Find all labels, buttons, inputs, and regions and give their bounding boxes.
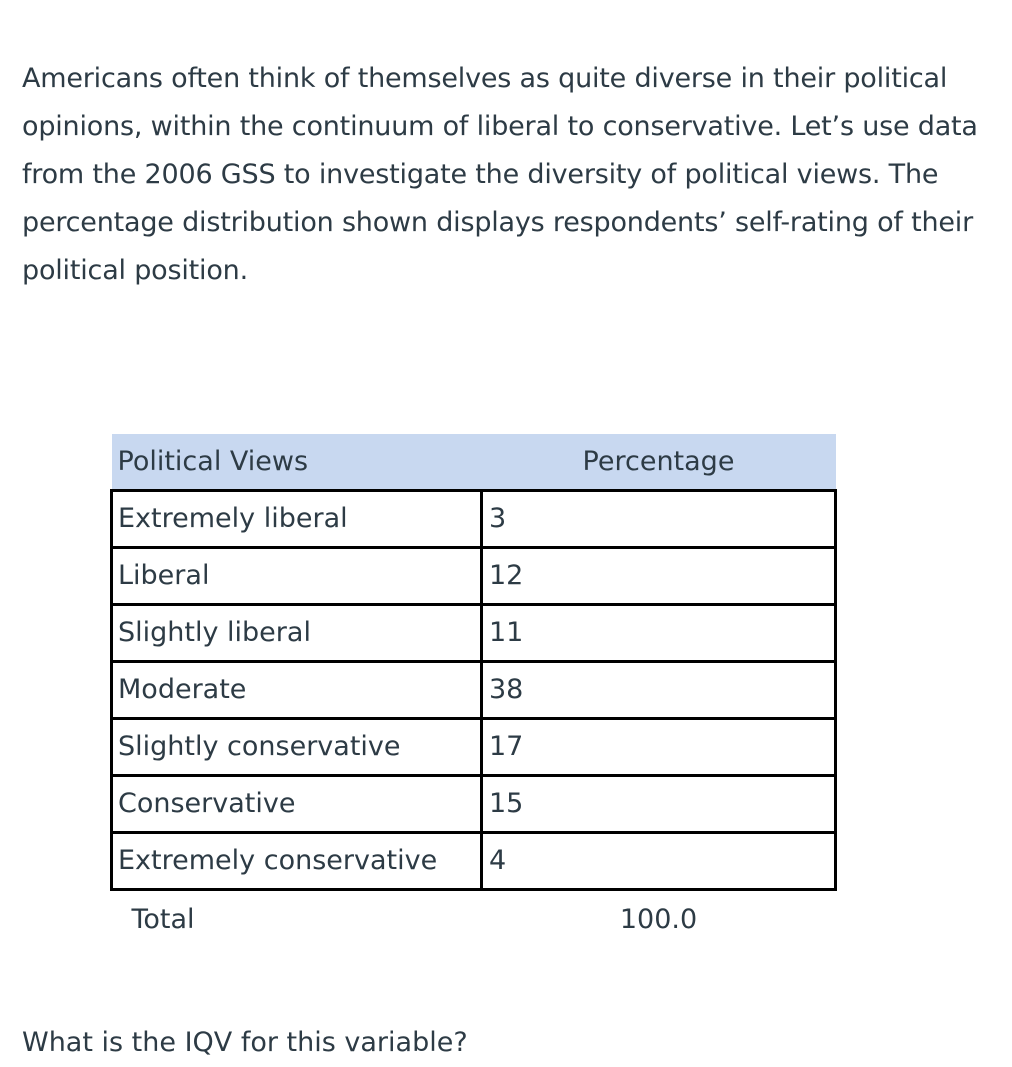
table-header-row: Political Views Percentage xyxy=(111,434,836,490)
row-label: Slightly conservative xyxy=(110,716,483,777)
row-label: Liberal xyxy=(110,545,483,606)
header-percentage: Percentage xyxy=(582,445,735,477)
row-label: Slightly liberal xyxy=(110,602,483,663)
table-row: Conservative 15 xyxy=(110,773,837,834)
row-label: Extremely conservative xyxy=(110,830,483,891)
total-value: 100.0 xyxy=(619,904,698,936)
intro-paragraph: Americans often think of themselves as q… xyxy=(22,63,978,286)
table-row: Slightly liberal 11 xyxy=(110,602,837,663)
distribution-table-container: Political Views Percentage Extremely lib… xyxy=(110,434,837,949)
header-political-views: Political Views xyxy=(117,445,309,477)
row-value: 38 xyxy=(480,659,837,720)
row-label: Moderate xyxy=(110,659,483,720)
row-value: 15 xyxy=(480,773,837,834)
political-views-table: Political Views Percentage Extremely lib… xyxy=(110,434,837,949)
table-row: Liberal 12 xyxy=(110,545,837,606)
row-value: 3 xyxy=(480,488,837,549)
table-row: Moderate 38 xyxy=(110,659,837,720)
row-value: 11 xyxy=(480,602,837,663)
row-value: 12 xyxy=(480,545,837,606)
row-label: Extremely liberal xyxy=(110,488,483,549)
question-text: What is the IQV for this variable? xyxy=(22,1027,468,1058)
row-value: 4 xyxy=(480,830,837,891)
table-row: Extremely liberal 3 xyxy=(110,488,837,549)
row-label: Conservative xyxy=(110,773,483,834)
row-value: 17 xyxy=(480,716,837,777)
table-row: Slightly conservative 17 xyxy=(110,716,837,777)
table-row: Extremely conservative 4 xyxy=(110,830,837,891)
total-row: Total 100.0 xyxy=(112,889,836,949)
total-label: Total xyxy=(131,904,195,936)
